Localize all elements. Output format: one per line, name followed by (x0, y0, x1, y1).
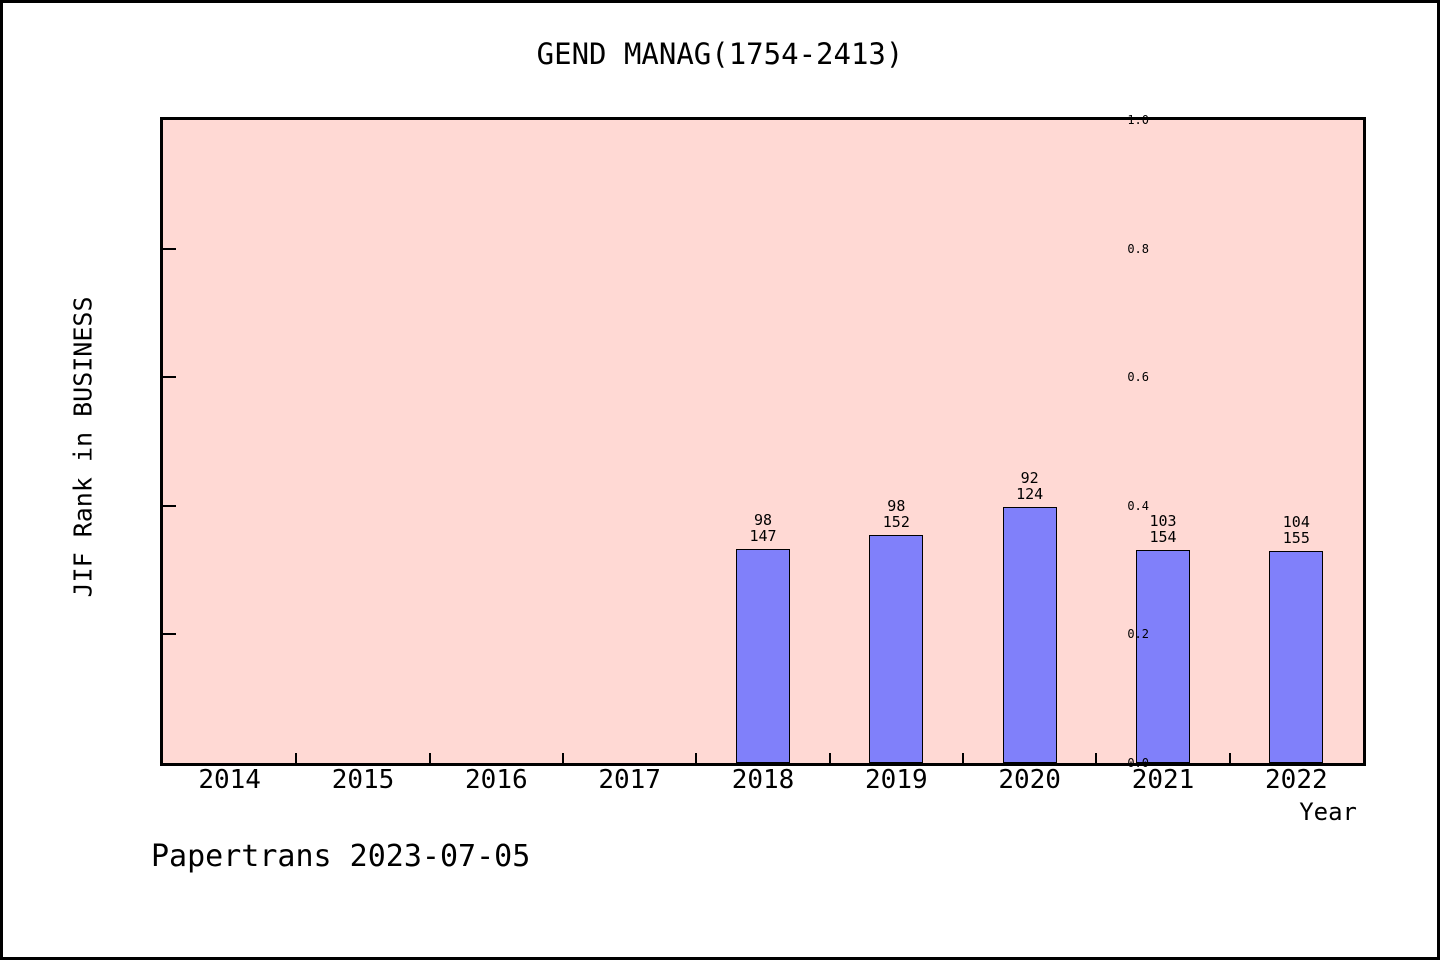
bar-2018 (736, 549, 790, 763)
x-tick-mark (1228, 753, 1231, 763)
x-tick-mark (1095, 753, 1098, 763)
x-tick-mark (562, 753, 564, 763)
x-tick-label: 2022 (1265, 765, 1328, 795)
y-tick-label: 0.2 (1127, 627, 1149, 642)
bar-value-label-2018: 98 147 (749, 511, 777, 545)
x-tick-label: 2019 (865, 765, 928, 795)
y-tick-label: 0.0 (1127, 756, 1149, 770)
y-tick-mark (163, 247, 176, 250)
x-tick-mark (428, 753, 431, 763)
plot-area: 98 147 98 152 92 124 103 154 104 155 (160, 117, 1366, 766)
x-tick-label: 2021 (1131, 765, 1195, 795)
bar-value-label-2021: 103 154 (1149, 512, 1177, 546)
x-axis-label: Year (1299, 798, 1357, 826)
watermark-text: Papertrans 2023-07-05 (151, 839, 531, 874)
x-tick-label: 2020 (998, 765, 1061, 795)
y-tick-mark (163, 376, 176, 379)
bar-value-label-2019: 98 152 (882, 497, 910, 531)
bar-2019 (869, 535, 924, 763)
bar-2022 (1269, 551, 1324, 763)
bar-value-label-2022: 104 155 (1282, 513, 1310, 547)
x-tick-label: 2014 (198, 765, 261, 795)
x-tick-label: 2017 (598, 765, 661, 795)
y-tick-label: 0.4 (1127, 498, 1149, 513)
chart-title: GEND MANAG(1754-2413) (536, 37, 904, 71)
bar-2020 (1002, 507, 1057, 763)
y-tick-mark (163, 504, 176, 507)
x-tick-mark (695, 753, 698, 763)
x-tick-label: 2018 (731, 765, 795, 795)
y-tick-label: 1.0 (1127, 113, 1149, 127)
y-tick-label: 0.8 (1127, 241, 1149, 256)
y-axis-label: JIF Rank in BUSINESS (68, 296, 98, 598)
bar-2021 (1136, 550, 1190, 763)
y-tick-label: 0.6 (1127, 370, 1149, 385)
x-tick-label: 2016 (465, 765, 528, 795)
bar-value-label-2020: 92 124 (1016, 469, 1044, 503)
x-tick-mark (295, 753, 298, 763)
y-tick-mark (163, 633, 176, 636)
x-tick-label: 2015 (331, 765, 395, 795)
x-tick-mark (828, 753, 831, 763)
x-tick-mark (962, 753, 964, 763)
